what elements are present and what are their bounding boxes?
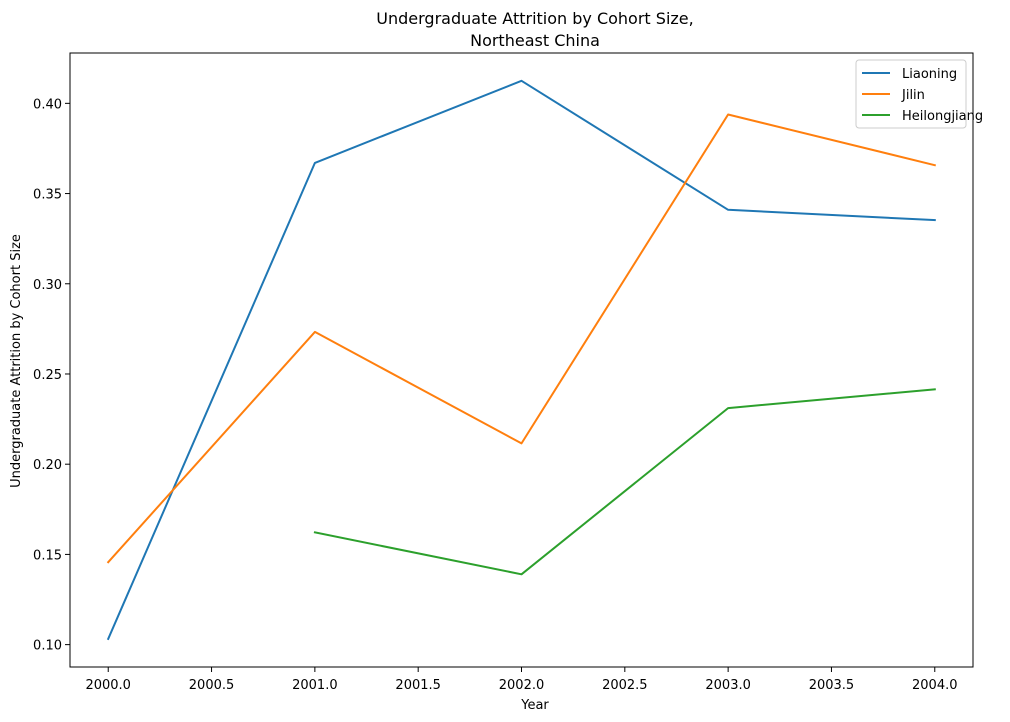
legend: Liaoning Jilin Heilongjiang bbox=[855, 59, 983, 129]
y-axis-label: Undergraduate Attrition by Cohort Size bbox=[9, 234, 24, 488]
series-line-jilin bbox=[106, 113, 937, 564]
y-tick-label: 0.25 bbox=[33, 368, 62, 383]
plot-area: 2000.0 2000.5 2001.0 2001.5 2002.0 2002.5 2003… bbox=[33, 52, 974, 693]
chart-title-line-1: Undergraduate Attrition by Cohort Size, bbox=[376, 9, 693, 28]
legend-label-liaoning: Liaoning bbox=[902, 67, 957, 82]
x-tick-label: 2000.5 bbox=[189, 678, 235, 693]
y-tick-label: 0.35 bbox=[33, 188, 62, 203]
y-tick-label: 0.40 bbox=[33, 97, 62, 112]
x-tick-label: 2003.0 bbox=[705, 678, 751, 693]
x-tick-label: 2000.0 bbox=[85, 678, 131, 693]
y-tick-label: 0.20 bbox=[33, 458, 62, 473]
y-tick-label: 0.30 bbox=[33, 278, 62, 293]
chart-title-line-2: Northeast China bbox=[470, 31, 600, 50]
x-tick-label: 2002.0 bbox=[499, 678, 545, 693]
x-tick-label: 2004.0 bbox=[912, 678, 958, 693]
x-tick-label: 2002.5 bbox=[602, 678, 648, 693]
x-tick-label: 2001.5 bbox=[395, 678, 441, 693]
x-tick-label: 2001.0 bbox=[292, 678, 338, 693]
y-tick-label: 0.10 bbox=[33, 639, 62, 654]
x-tick-label: 2003.5 bbox=[809, 678, 855, 693]
legend-label-heilongjiang: Heilongjiang bbox=[902, 109, 983, 124]
series-line-heilongjiang bbox=[313, 388, 936, 576]
x-axis-label: Year bbox=[520, 698, 549, 713]
y-tick-label: 0.15 bbox=[33, 548, 62, 563]
axes-frame bbox=[69, 52, 974, 668]
legend-label-jilin: Jilin bbox=[901, 88, 925, 103]
series-line-liaoning bbox=[106, 79, 936, 641]
legend-frame bbox=[855, 59, 967, 129]
